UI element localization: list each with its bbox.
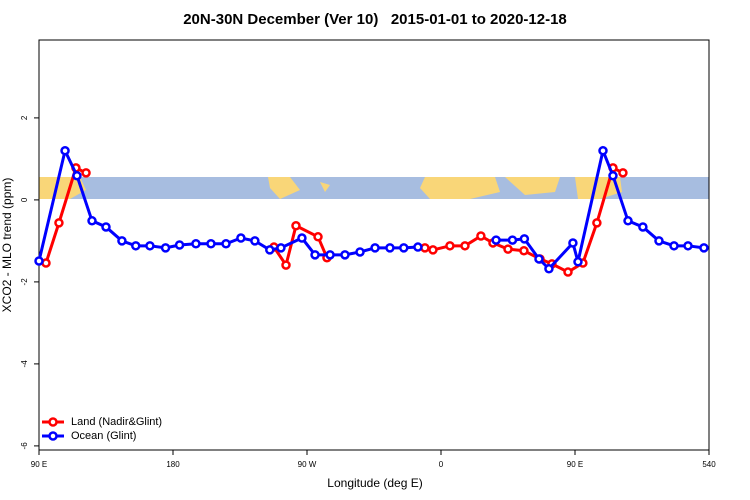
legend-marker xyxy=(48,431,58,441)
y-tick-label: 2 xyxy=(20,115,29,120)
x-tick-label: 0 xyxy=(439,460,444,469)
data-point xyxy=(544,264,554,274)
plot-frame xyxy=(38,39,710,451)
data-point xyxy=(281,260,291,270)
legend-label: Land (Nadir&Glint) xyxy=(71,416,162,428)
y-tick-label: -6 xyxy=(20,442,29,450)
data-point xyxy=(460,241,470,251)
data-point xyxy=(54,218,64,228)
data-point xyxy=(101,222,111,232)
data-point xyxy=(34,256,44,266)
data-point xyxy=(370,243,380,253)
y-tick-label: -4 xyxy=(20,360,29,368)
data-point xyxy=(250,236,260,246)
data-point xyxy=(445,241,455,251)
data-point xyxy=(598,145,608,156)
data-point xyxy=(191,239,201,249)
x-tick-label: 540 xyxy=(702,460,716,469)
data-point xyxy=(476,231,486,241)
data-point xyxy=(618,168,628,178)
x-tick-label: 90 E xyxy=(567,460,583,469)
series-line xyxy=(37,145,705,271)
data-point xyxy=(297,233,307,243)
data-point xyxy=(276,243,286,253)
data-point xyxy=(428,245,438,255)
data-point xyxy=(131,241,141,251)
data-point xyxy=(592,218,602,228)
data-point xyxy=(503,244,513,254)
y-tick-label: 0 xyxy=(20,197,29,202)
data-point xyxy=(265,245,275,255)
data-point xyxy=(413,242,423,252)
data-point xyxy=(568,238,578,248)
data-point xyxy=(313,232,323,242)
data-point xyxy=(174,240,185,250)
data-point xyxy=(608,170,618,181)
data-point xyxy=(699,243,709,253)
x-tick-label: 90 W xyxy=(298,460,317,469)
data-point xyxy=(87,216,97,226)
y-tick-label: -2 xyxy=(20,278,29,286)
data-point xyxy=(81,168,91,178)
data-point xyxy=(507,235,518,245)
data-point xyxy=(60,145,70,156)
x-tick-label: 90 E xyxy=(31,460,47,469)
map-strip xyxy=(39,177,709,199)
data-point xyxy=(206,239,216,249)
x-axis-label: Longitude (deg E) xyxy=(327,476,422,490)
data-point xyxy=(519,234,530,244)
legend-label: Ocean (Glint) xyxy=(71,430,136,442)
data-point xyxy=(340,250,350,260)
data-point xyxy=(669,241,679,251)
data-point xyxy=(117,236,127,246)
data-point xyxy=(623,216,633,226)
data-point xyxy=(534,254,544,264)
data-point xyxy=(310,250,320,260)
chart-title: 20N-30N December (Ver 10) 2015-01-01 to … xyxy=(183,11,567,28)
data-point xyxy=(221,239,231,249)
legend-marker xyxy=(48,417,58,427)
x-tick-label: 180 xyxy=(166,460,180,469)
data-point xyxy=(638,222,648,232)
data-point xyxy=(325,250,335,260)
data-point xyxy=(683,241,693,251)
data-point xyxy=(160,243,171,253)
data-point xyxy=(519,245,529,256)
data-point xyxy=(291,220,301,231)
data-point xyxy=(385,243,395,253)
data-point xyxy=(145,241,155,251)
data-point xyxy=(72,170,82,181)
data-point xyxy=(236,233,246,243)
data-point xyxy=(654,236,664,246)
y-axis-label: XCO2 - MLO trend (ppm) xyxy=(0,178,14,313)
data-point xyxy=(355,247,365,257)
data-point xyxy=(573,257,583,267)
data-point xyxy=(491,235,501,245)
data-point xyxy=(563,267,573,277)
data-point xyxy=(399,243,409,253)
